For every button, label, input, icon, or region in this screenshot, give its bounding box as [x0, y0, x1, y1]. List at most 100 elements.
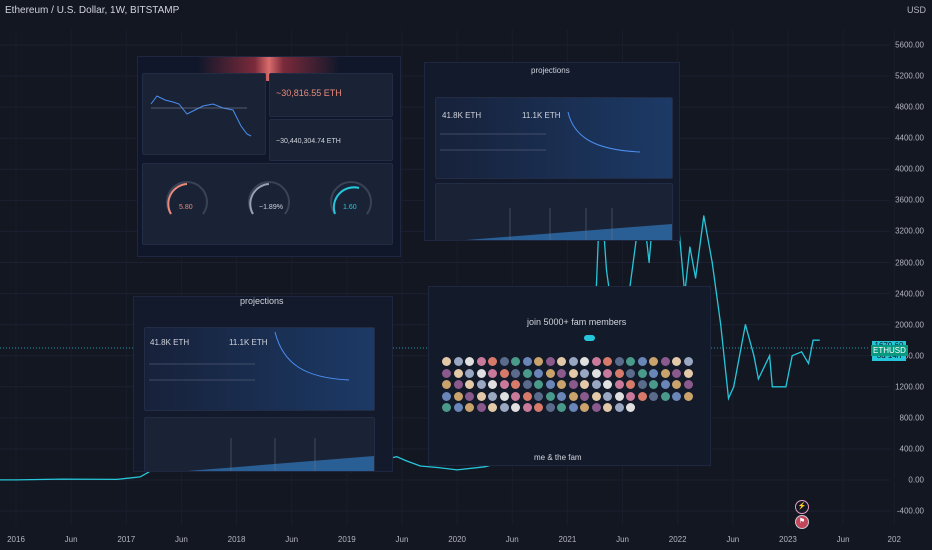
avatar: [683, 380, 693, 389]
x-tick-label: Jun: [836, 535, 850, 544]
projection-value-b-bottom: 11.1K ETH: [229, 338, 268, 347]
avatar: [637, 391, 647, 401]
overlay-projections-panel-top: projections 41.8K ETH 11.1K ETH: [424, 62, 680, 241]
projection-curve-top: [440, 111, 641, 153]
avatar: [603, 391, 612, 401]
avatar: [580, 368, 589, 378]
avatar: [545, 403, 555, 412]
gauge-2-value: ~1.89%: [259, 204, 283, 211]
data-point: [791, 355, 793, 357]
projection-value-b-top: 11.1K ETH: [522, 111, 561, 120]
avatar: [568, 357, 578, 366]
avatar: [488, 357, 497, 366]
projection-value-a-top: 41.8K ETH: [442, 111, 482, 120]
x-tick-label: 2020: [448, 535, 467, 544]
avatar: [453, 380, 463, 389]
avatar: [649, 391, 658, 401]
flag-icon[interactable]: ⚑: [795, 515, 809, 529]
avatar: [534, 391, 543, 401]
avatar: [511, 368, 520, 378]
avatar: [534, 380, 543, 389]
x-tick-label: Jun: [505, 535, 519, 544]
chart-card: [142, 73, 266, 155]
avatar: [442, 368, 451, 378]
projection-value-a-bottom: 41.8K ETH: [150, 338, 190, 347]
avatar: [568, 368, 578, 378]
avatar: [603, 380, 612, 389]
data-point: [727, 397, 730, 400]
avatar: [603, 357, 612, 366]
avatar: [465, 391, 474, 401]
fam-caption: me & the fam: [534, 453, 582, 462]
projection-area-card-top: [435, 183, 673, 240]
y-tick-label: -400.00: [896, 506, 924, 516]
data-point: [812, 339, 814, 341]
avatar: [672, 368, 681, 378]
data-point: [800, 351, 803, 353]
avatar: [614, 380, 624, 389]
data-point: [720, 324, 722, 326]
data-point: [483, 466, 486, 468]
balance-card-a: ~30,816.55 ETH: [269, 73, 393, 117]
data-point: [771, 386, 773, 388]
avatar: [557, 380, 566, 389]
avatar: [591, 357, 601, 366]
x-tick-label: 2018: [227, 535, 246, 544]
avatar: [557, 357, 566, 366]
projection-curve-bottom: [149, 331, 350, 381]
y-tick-label: 400.00: [899, 444, 924, 454]
avatar: [614, 391, 624, 401]
avatar: [580, 380, 589, 389]
avatar: [626, 403, 635, 412]
avatar: [591, 403, 601, 412]
avatar: [649, 357, 658, 366]
data-point: [15, 479, 17, 481]
data-point: [438, 466, 440, 469]
avatar: [499, 391, 509, 401]
avatar: [534, 403, 543, 412]
x-tick-label: Jun: [285, 535, 299, 544]
data-point: [695, 277, 697, 279]
avatar: [614, 368, 624, 378]
x-tick-label: 2023: [779, 535, 797, 544]
data-point: [689, 246, 691, 248]
y-tick-label: 4000.00: [895, 164, 924, 174]
x-tick-label: Jun: [174, 535, 188, 544]
y-tick-label: 5600.00: [895, 40, 924, 50]
avatar: [683, 357, 693, 366]
avatar: [442, 391, 451, 401]
balance-b-value: ~30,440,304.74 ETH: [276, 138, 341, 145]
avatar: [591, 380, 601, 389]
fam-title: join 5000+ fam members: [527, 317, 627, 327]
data-point: [605, 269, 608, 271]
gauges: [166, 181, 372, 215]
avatar: [499, 380, 509, 389]
avatar: [442, 357, 451, 366]
gauge-1-value: 5.80: [179, 204, 193, 211]
y-tick-label: 3200.00: [895, 226, 924, 236]
x-tick-label: 2017: [117, 535, 136, 544]
lightning-icon[interactable]: ⚡: [795, 500, 809, 514]
data-point: [456, 469, 458, 471]
avatar: [488, 368, 497, 378]
avatar: [580, 391, 589, 401]
data-point: [768, 355, 771, 357]
avatar: [488, 391, 497, 401]
avatar: [522, 403, 532, 412]
avatar: [453, 403, 463, 412]
data-point: [744, 324, 747, 326]
avatar: [660, 368, 670, 378]
data-point: [757, 378, 760, 380]
avatar: [453, 357, 463, 366]
avatar: [545, 357, 555, 366]
avatar: [626, 391, 635, 401]
avatar: [511, 391, 520, 401]
avatar: [557, 403, 566, 412]
y-tick-label: 3600.00: [895, 195, 924, 205]
data-point: [785, 386, 787, 388]
x-tick-label: 202: [887, 535, 901, 544]
toggle-pill[interactable]: [584, 335, 595, 341]
x-tick-label: Jun: [395, 535, 409, 544]
avatar: [511, 380, 520, 389]
avatar: [522, 391, 532, 401]
